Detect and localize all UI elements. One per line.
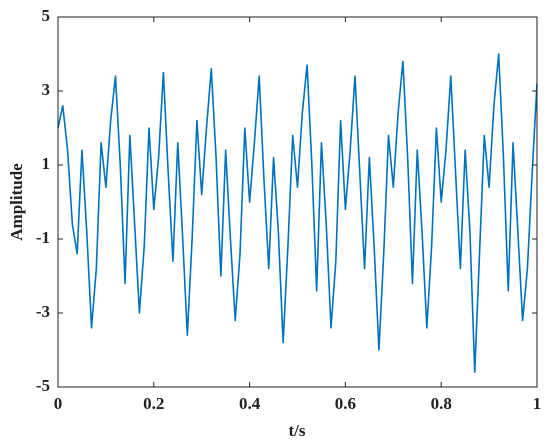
y-axis-label: Amplitude (7, 163, 26, 241)
y-tick-label: 3 (42, 80, 51, 99)
y-tick-label: -1 (36, 228, 50, 247)
plot-frame (57, 16, 538, 388)
x-tick-label: 0.2 (143, 394, 164, 413)
y-tick-label: 5 (42, 6, 51, 25)
y-tick-label: -5 (36, 376, 50, 395)
y-tick-label: 1 (42, 154, 51, 173)
signal-line (57, 53, 538, 373)
x-tick-label: 0.6 (335, 394, 356, 413)
x-tick-label: 0 (54, 394, 63, 413)
x-tick-label: 1 (533, 394, 542, 413)
x-tick-label: 0.8 (431, 394, 452, 413)
x-axis-label: t/s (289, 421, 306, 440)
y-tick-label: -3 (36, 302, 50, 321)
x-tick-label: 0.4 (239, 394, 261, 413)
